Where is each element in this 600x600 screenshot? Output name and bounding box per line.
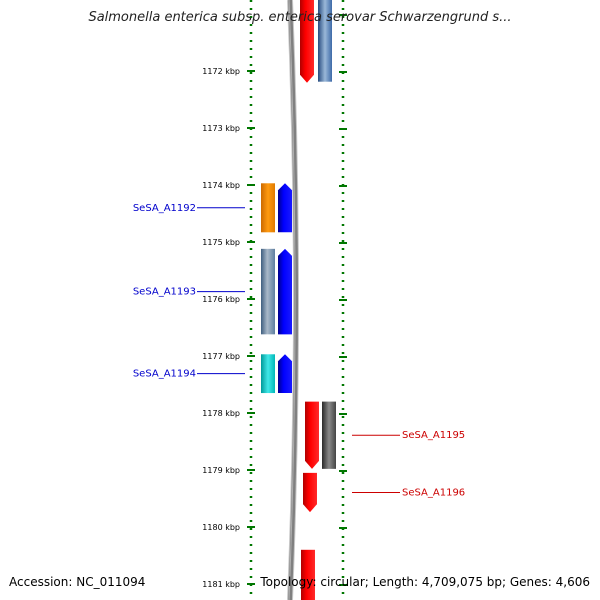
- axis-tick-label: 1172 kbp: [202, 67, 240, 76]
- genome-title: Salmonella enterica subsp. enterica sero…: [88, 10, 512, 25]
- cog-box: [261, 248, 275, 335]
- gene-label: SeSA_A1193: [133, 287, 196, 298]
- axis-tick-label: 1177 kbp: [202, 352, 240, 361]
- accession-label: Accession: NC_011094: [9, 575, 146, 589]
- gene-label: SeSA_A1194: [133, 369, 196, 380]
- gene-features: SeSA_A1192 SeSA_A1193 SeSA_A1194 SeSA_A1195…: [133, 0, 465, 600]
- position-axis: 1172 kbp 1173 kbp 1174 kbp 1175 kbp 1176 kbp…: [202, 67, 255, 589]
- genome-backbone: [287, 0, 299, 600]
- axis-tick-label: 1173 kbp: [202, 124, 240, 133]
- gene-arrow: [278, 248, 292, 335]
- gene-arrow-partial: [301, 549, 315, 600]
- axis-tick-label: 1180 kbp: [202, 523, 240, 532]
- gene-arrow-partial: [300, 0, 314, 83]
- cog-box: [261, 183, 275, 233]
- gene-label: SeSA_A1192: [133, 203, 196, 214]
- gene-arrow: [278, 183, 292, 233]
- gene-label: SeSA_A1195: [402, 430, 465, 441]
- gene-arrow: [303, 472, 317, 513]
- cog-box-partial: [318, 0, 332, 82]
- gene-arrow: [305, 401, 319, 469]
- axis-tick-label: 1174 kbp: [202, 181, 240, 190]
- cog-box: [322, 401, 336, 469]
- axis-tick-label: 1176 kbp: [202, 295, 240, 304]
- backbone-line: [288, 0, 298, 600]
- backbone-highlight: [288, 0, 296, 600]
- cog-box: [261, 354, 275, 394]
- genome-summary: Topology: circular; Length: 4,709,075 bp…: [260, 575, 590, 589]
- axis-tick-label: 1175 kbp: [202, 238, 240, 247]
- axis-tick-label: 1178 kbp: [202, 409, 240, 418]
- gene-label: SeSA_A1196: [402, 488, 465, 499]
- dotted-tracks: [249, 0, 347, 600]
- gene-arrow: [278, 354, 292, 394]
- axis-tick-label: 1181 kbp: [202, 580, 240, 589]
- axis-tick-label: 1179 kbp: [202, 466, 240, 475]
